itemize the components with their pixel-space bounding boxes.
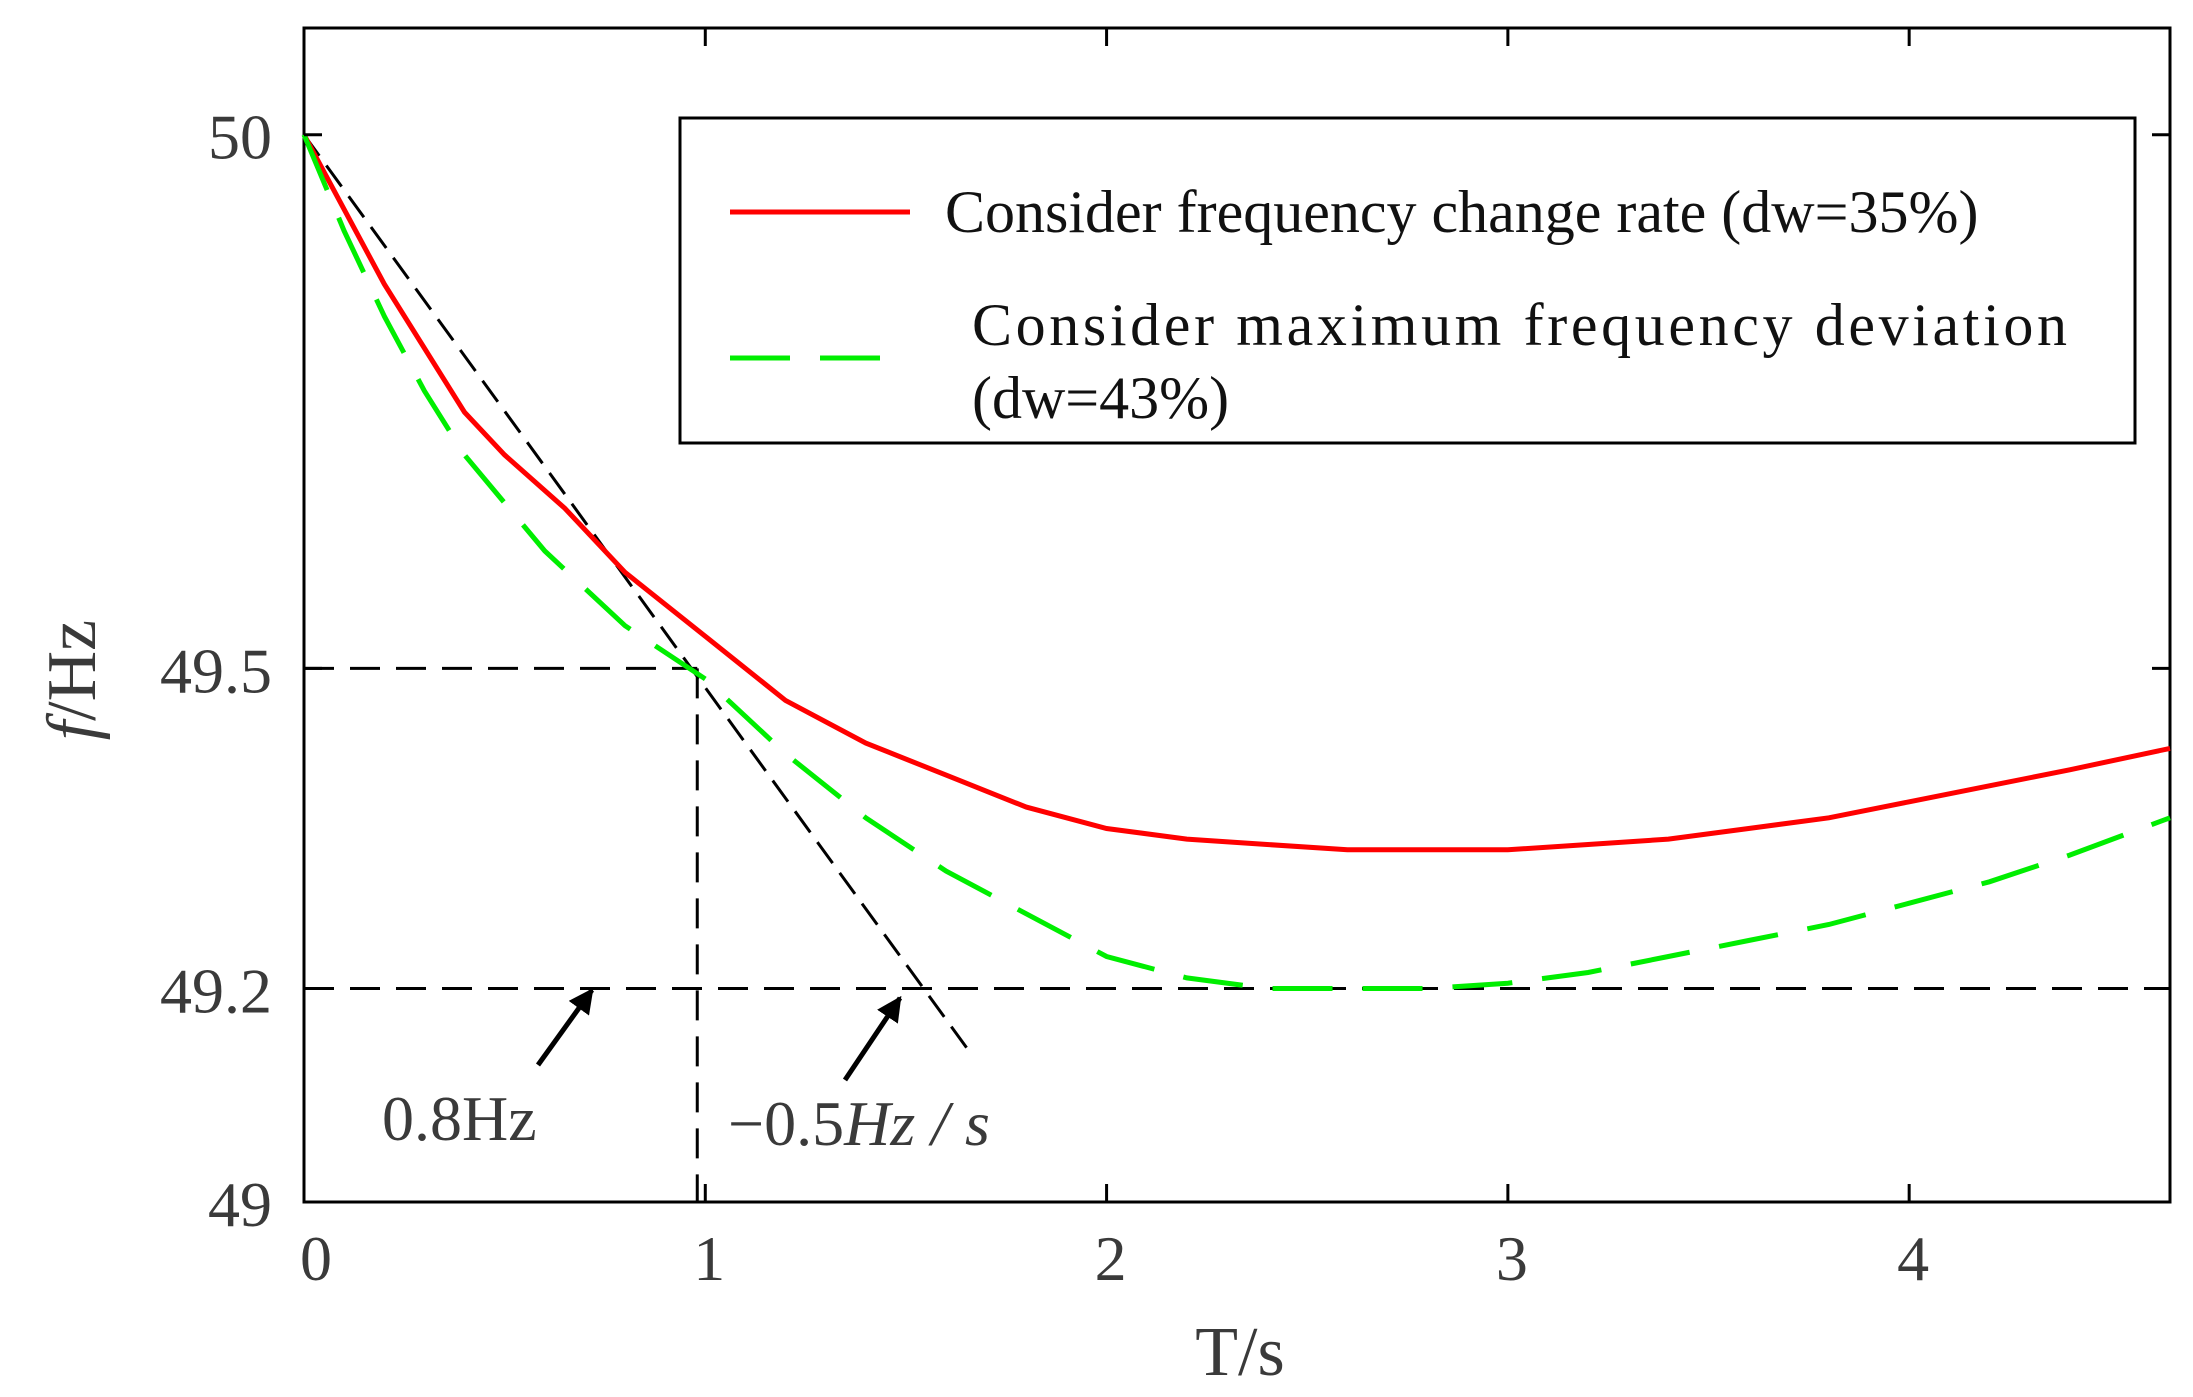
annotation-deviation-label: 0.8Hz bbox=[382, 1083, 537, 1154]
legend: Consider frequency change rate (dw=35%) … bbox=[678, 116, 2137, 445]
y-axis-title-unit: /Hz bbox=[34, 620, 111, 721]
legend-label-max-frequency-deviation-line2: (dw=43%) bbox=[972, 365, 1229, 431]
x-tick-label: 2 bbox=[1095, 1223, 1127, 1294]
y-tick-label: 49.5 bbox=[160, 635, 272, 706]
y-tick-labels: 49 49.2 49.5 50 bbox=[160, 102, 272, 1240]
x-tick-label: 0 bbox=[300, 1223, 332, 1294]
annotation-rate-label: −0.5Hz / s bbox=[728, 1088, 990, 1159]
series-line-frequency-change-rate bbox=[301, 133, 2171, 853]
y-axis-title: f/Hz bbox=[34, 620, 111, 741]
x-tick-labels: 0 1 2 3 4 bbox=[300, 1223, 1929, 1294]
y-tick-label: 49 bbox=[208, 1169, 272, 1240]
legend-label-max-frequency-deviation-line1: Consider maximum frequency deviation bbox=[972, 292, 2067, 358]
y-tick-label: 49.2 bbox=[160, 956, 272, 1027]
series-line-max-frequency-deviation bbox=[301, 133, 2171, 991]
annotation-rate-value: −0.5 bbox=[728, 1088, 844, 1159]
legend-box bbox=[678, 116, 2137, 445]
x-tick-label: 4 bbox=[1897, 1223, 1929, 1294]
axis-ticks bbox=[302, 28, 2170, 1204]
legend-label-frequency-change-rate: Consider frequency change rate (dw=35%) bbox=[945, 179, 1978, 245]
x-tick-label: 3 bbox=[1496, 1223, 1528, 1294]
plot-area-frame bbox=[302, 26, 2172, 1204]
arrow-rate bbox=[842, 995, 903, 1082]
reference-lines bbox=[302, 133, 2170, 1202]
x-tick-label: 1 bbox=[693, 1223, 725, 1294]
annotation-rate-unit: Hz / s bbox=[843, 1088, 990, 1159]
arrow-deviation bbox=[535, 987, 595, 1067]
x-axis-title: T/s bbox=[1195, 1314, 1284, 1391]
y-tick-label: 50 bbox=[208, 102, 272, 173]
